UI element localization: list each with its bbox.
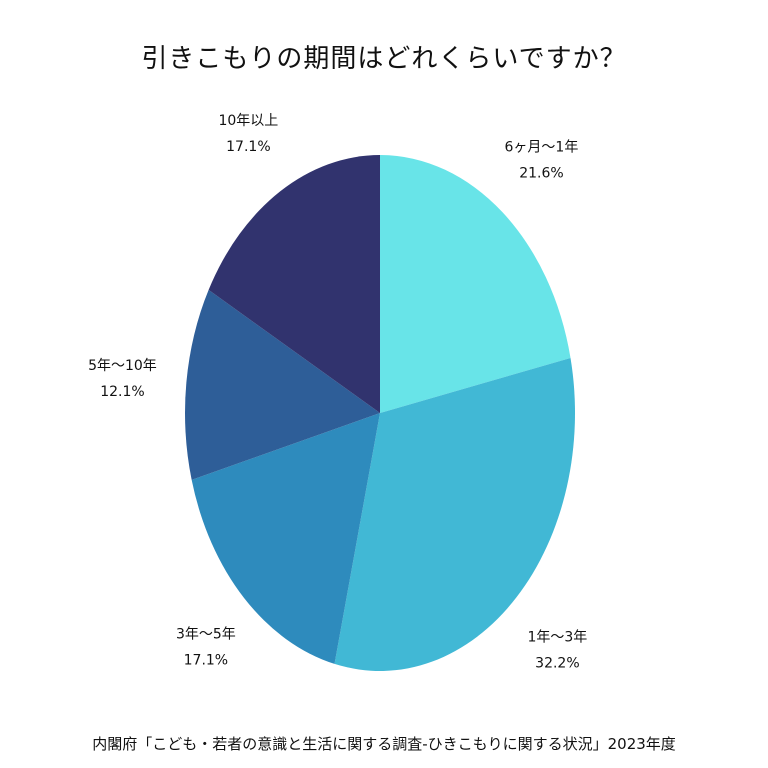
slice-label: 10年以上: [218, 113, 278, 129]
slice-label: 6ヶ月〜1年: [505, 140, 579, 156]
slice-value-label: 17.1%: [184, 653, 228, 669]
slice-value-label: 32.2%: [535, 655, 579, 671]
slice-value-label: 12.1%: [100, 384, 144, 400]
slice-value-label: 21.6%: [519, 166, 563, 182]
pie-labels: 6ヶ月〜1年 21.6% 1年〜3年 32.2% 3年〜5年 17.1% 5年〜10年 12.…: [88, 113, 587, 671]
source-note: 内閣府「こども・若者の意識と生活に関する調査-ひきこもりに関する状況」2023年…: [92, 735, 676, 753]
slice-label: 1年〜3年: [527, 629, 587, 645]
chart-title: 引きこもりの期間はどれくらいですか？: [141, 44, 627, 74]
slice-label: 5年〜10年: [88, 358, 157, 374]
pie-slice: [191, 413, 380, 664]
pie-slice: [208, 155, 380, 413]
pie-slices: [184, 155, 575, 671]
pie-slice: [184, 289, 380, 480]
pie-slice: [380, 155, 571, 413]
slice-label: 3年〜5年: [176, 627, 236, 643]
slice-value-label: 17.1%: [226, 139, 270, 155]
pie-slice: [334, 357, 575, 671]
